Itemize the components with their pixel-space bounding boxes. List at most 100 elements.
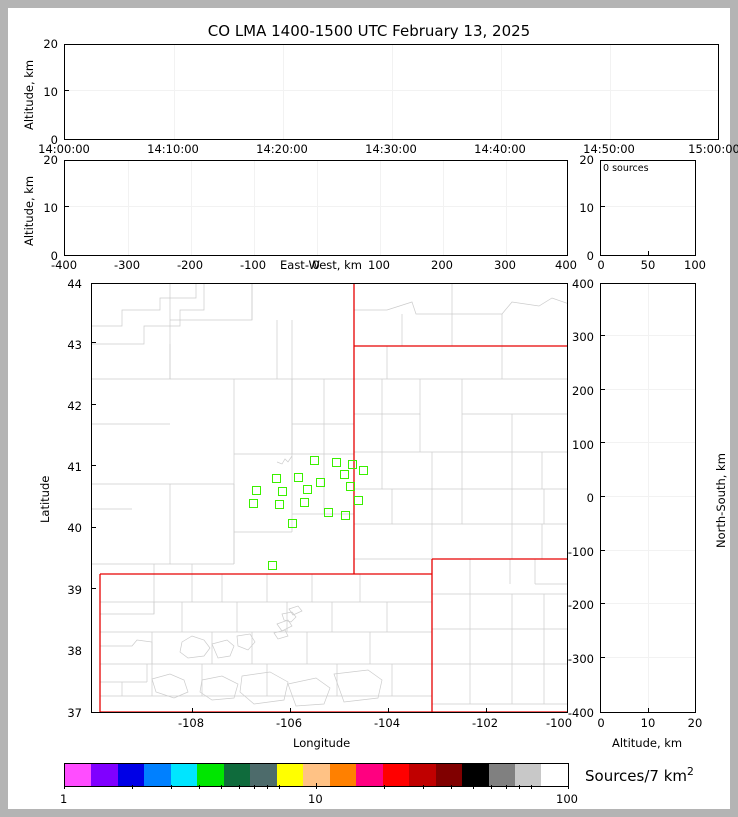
colorbar-tick	[239, 785, 240, 789]
gridline	[174, 45, 175, 139]
time-vs-altitude-panel[interactable]	[64, 44, 719, 140]
colorbar-segment	[382, 764, 410, 786]
tick-label: -108	[177, 716, 205, 730]
colorbar-tick	[384, 785, 385, 789]
y-tick	[92, 527, 96, 528]
tick-label: 43	[67, 338, 82, 352]
lma-source-marker	[303, 485, 312, 494]
tick-label: -100	[239, 258, 267, 272]
colorbar-tick	[451, 785, 452, 789]
gridline	[254, 161, 255, 255]
tick-label: -106	[275, 716, 303, 730]
lma-source-marker	[252, 486, 261, 495]
tick-label: 41	[67, 460, 82, 474]
colorbar-tick	[254, 785, 255, 789]
colorbar-tick	[531, 785, 532, 789]
colorbar-tick	[132, 785, 133, 789]
colorbar-tick	[316, 783, 317, 789]
gridline	[380, 161, 381, 255]
y-tick	[92, 588, 96, 589]
colorbar-tick-label: 1	[60, 792, 68, 806]
tick-label: 20	[687, 716, 703, 730]
source-count-annotation: 0 sources	[603, 163, 649, 174]
lma-source-marker	[294, 473, 303, 482]
tick-label: 38	[67, 644, 82, 658]
tick-label: -400	[567, 706, 594, 720]
y-tick	[92, 465, 96, 466]
colorbar-tick	[491, 785, 492, 789]
colorbar-title: Sources/7 km2	[585, 765, 694, 785]
tick-label: 15:00:00	[688, 142, 738, 156]
gridline	[317, 161, 318, 255]
lma-source-marker	[348, 460, 357, 469]
figure-canvas: CO LMA 1400-1500 UTC February 13, 2025 2…	[8, 8, 738, 809]
colorbar-segment	[329, 764, 357, 786]
tick-label: 100	[572, 438, 594, 452]
y-tick	[601, 389, 605, 390]
tick-label: 300	[572, 330, 594, 344]
x-tick	[486, 708, 487, 712]
y-tick	[601, 206, 605, 207]
tick-label: 14:50:00	[583, 142, 635, 156]
tick-label: 20	[579, 153, 594, 167]
colorbar-segment	[223, 764, 251, 786]
y-tick	[65, 206, 69, 207]
lma-source-marker	[249, 499, 258, 508]
colorbar-segment	[409, 764, 436, 786]
x-tick	[648, 708, 649, 712]
colorbar-title-exponent: 2	[687, 765, 694, 778]
tick-label: 400	[572, 277, 594, 291]
tick-label: 0	[312, 258, 320, 272]
tick-label: 0	[50, 133, 58, 147]
y-axis-label: Altitude, km	[22, 175, 36, 246]
y-tick	[92, 342, 96, 343]
colorbar-tick-label: 10	[308, 792, 323, 806]
plan-view-map-panel[interactable]	[91, 283, 568, 713]
x-axis-label: Longitude	[293, 736, 351, 750]
tick-label: 0	[586, 249, 594, 263]
tick-label: 100	[684, 258, 706, 272]
colorbar-tick	[279, 785, 280, 789]
y-tick	[601, 603, 605, 604]
colorbar-segment	[170, 764, 198, 786]
gridline	[501, 45, 502, 139]
tick-label: 0	[586, 491, 594, 505]
colorbar-tick	[171, 785, 172, 789]
east-west-vs-altitude-panel[interactable]	[64, 160, 568, 256]
lma-source-marker	[354, 496, 363, 505]
tick-label: 50	[640, 258, 656, 272]
lma-source-marker	[346, 482, 355, 491]
colorbar-tick	[473, 785, 474, 789]
colorbar-title-text: Sources/7 km	[585, 767, 687, 785]
tick-label: -100	[567, 545, 594, 559]
lma-source-marker	[288, 519, 297, 528]
colorbar-tick	[506, 785, 507, 789]
x-tick	[192, 708, 193, 712]
tick-label: -400	[50, 258, 78, 272]
altitude-vs-north-south-panel[interactable]	[600, 283, 696, 713]
x-axis-label: Altitude, km	[612, 736, 683, 750]
lma-source-marker	[268, 561, 277, 570]
gridline	[610, 45, 611, 139]
colorbar-segment	[250, 764, 277, 786]
tick-label: 37	[67, 706, 82, 720]
lma-source-marker	[324, 508, 333, 517]
altitude-histogram-panel[interactable]: 0 sources	[600, 160, 696, 256]
tick-label: 10	[43, 85, 58, 99]
tick-label: 10	[579, 201, 594, 215]
tick-label: 40	[67, 521, 82, 535]
colorbar-segment	[541, 764, 568, 786]
lma-source-marker	[272, 474, 281, 483]
gridline	[392, 45, 393, 139]
colorbar-segment	[91, 764, 118, 786]
tick-label: 14:30:00	[365, 142, 417, 156]
gridline	[283, 45, 284, 139]
lma-source-marker	[316, 478, 325, 487]
tick-label: -100	[545, 716, 573, 730]
colorbar-segment	[276, 764, 304, 786]
colorbar-tick	[64, 783, 65, 789]
colorbar-tick	[519, 785, 520, 789]
tick-label: 400	[555, 258, 577, 272]
colorbar-tick	[199, 785, 200, 789]
y-tick	[601, 442, 605, 443]
